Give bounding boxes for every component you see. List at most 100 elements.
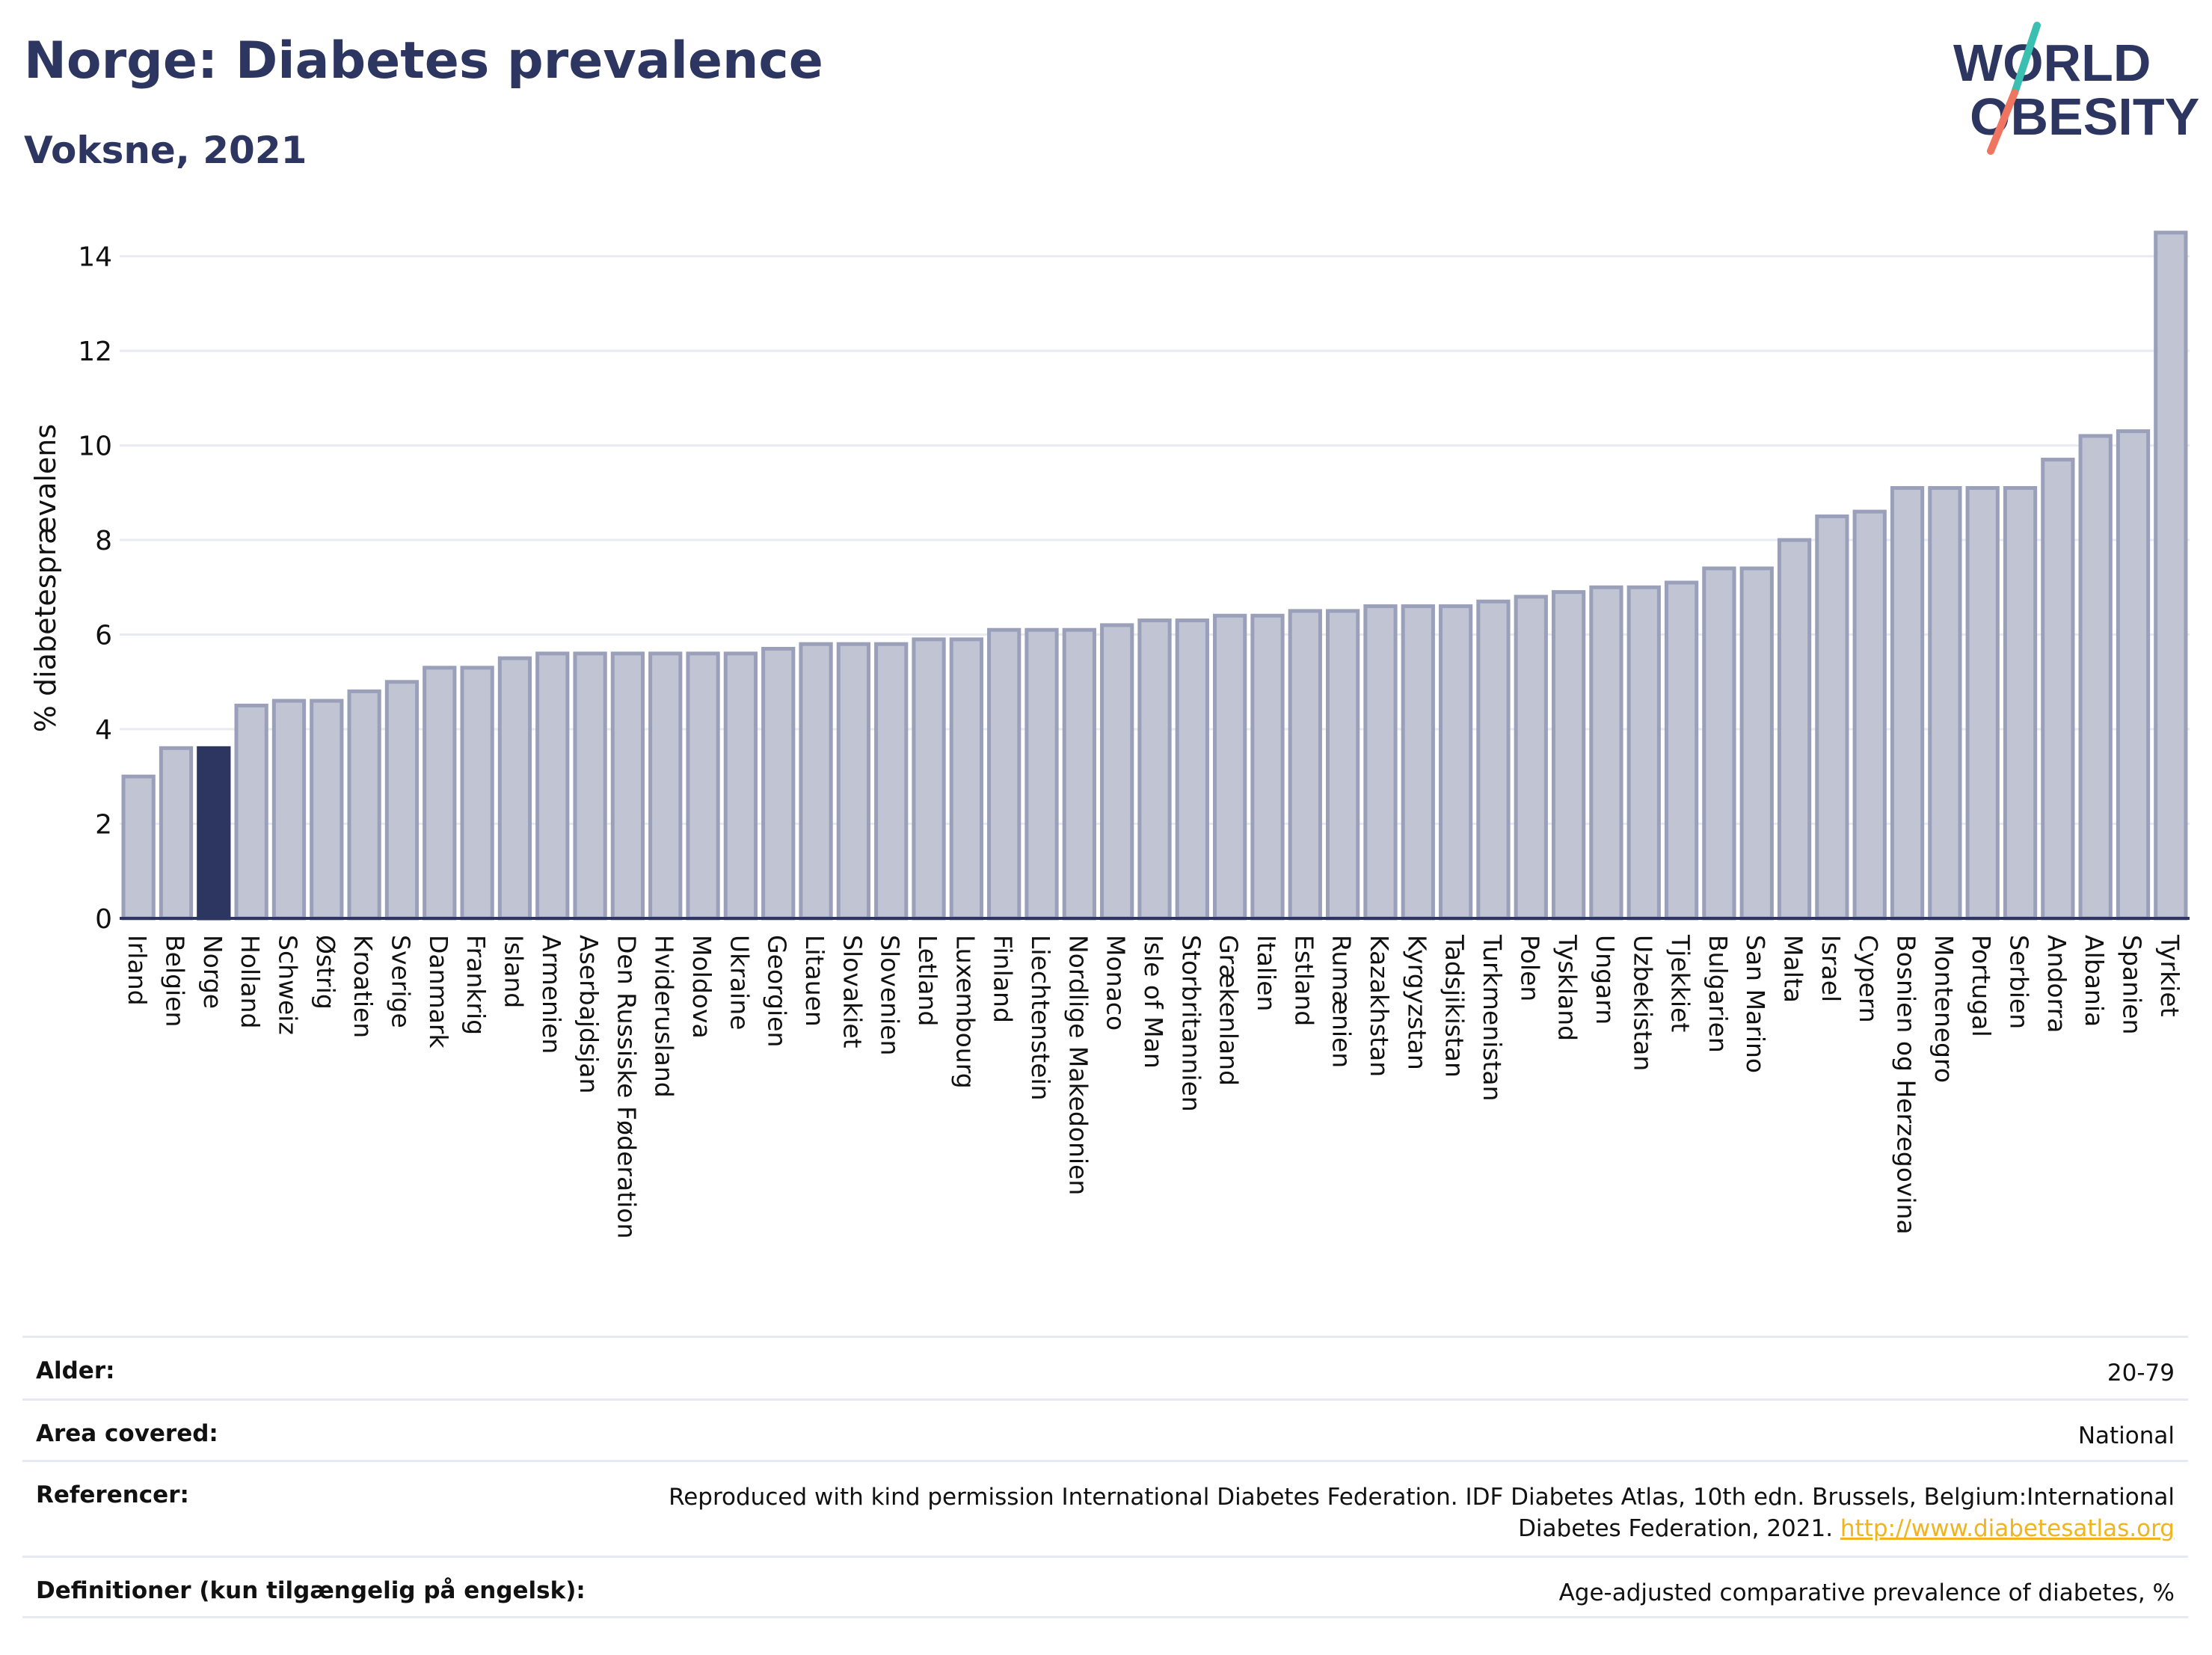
bar xyxy=(535,651,570,921)
reference-text: Reproduced with kind permission Internat… xyxy=(669,1484,2175,1542)
bar xyxy=(271,698,307,921)
x-tick-label: Tyskland xyxy=(1553,934,1582,1041)
x-tick-label: Aserbajdsjan xyxy=(574,935,603,1093)
y-tick-label: 12 xyxy=(78,337,112,367)
info-table: Alder: 20-79 Area covered: National Refe… xyxy=(22,1336,2188,1618)
x-tick-label: Serbien xyxy=(2005,935,2034,1029)
x-tick-label: Israel xyxy=(1816,935,1846,1002)
y-axis-label: % diabetesprævalens xyxy=(29,424,62,732)
bar xyxy=(1815,514,1849,921)
x-tick-label: Kazakhstan xyxy=(1365,935,1394,1077)
x-tick-label: Storbritannien xyxy=(1176,935,1205,1112)
x-tick-label: Norge xyxy=(198,935,227,1009)
x-tick-label: Armenien xyxy=(537,935,566,1054)
y-tick-label: 2 xyxy=(95,810,112,841)
world-obesity-logo: WORLD OBESITY xyxy=(1953,22,2199,155)
bar xyxy=(423,666,457,921)
x-tick-label: Turkmenistan xyxy=(1478,934,1507,1102)
x-tick-labels: Irland Belgien Norge Holland Schweiz Østrig Kr… xyxy=(123,934,2184,1238)
x-tick-label: Holland xyxy=(236,935,265,1028)
x-tick-label: Liechtenstein xyxy=(1026,935,1055,1101)
x-tick-label: Slovakiet xyxy=(838,935,867,1048)
bar xyxy=(460,666,494,921)
x-tick-label: Malta xyxy=(1779,935,1808,1003)
bar xyxy=(949,637,983,921)
bar xyxy=(1514,595,1548,921)
bar xyxy=(1175,618,1209,921)
x-tick-label: Nordlige Makedonien xyxy=(1063,935,1093,1195)
x-tick-label: Luxembourg xyxy=(950,935,980,1089)
bar xyxy=(1250,613,1285,921)
bar xyxy=(723,651,758,921)
bar xyxy=(1100,623,1134,921)
y-tick-label: 10 xyxy=(78,432,112,462)
bar-chart: 0 2 4 6 8 10 12 14 Irland Belgien Norge Holland Sch… xyxy=(29,230,2190,1238)
y-tick-label: 0 xyxy=(95,904,112,935)
x-tick-label: Georgien xyxy=(763,935,792,1047)
logo-slash-coral xyxy=(1987,89,2018,155)
bar-highlight xyxy=(197,746,231,921)
x-tick-label: Belgien xyxy=(160,935,189,1027)
bar xyxy=(1062,627,1096,921)
x-tick-label: Andorra xyxy=(2042,935,2071,1033)
bar xyxy=(1024,627,1059,921)
x-tick-label: Bulgarien xyxy=(1703,935,1733,1053)
x-tick-label: Den Russiske Føderation xyxy=(612,935,641,1238)
bar xyxy=(573,651,607,921)
bar xyxy=(310,698,344,921)
bar xyxy=(1626,585,1661,921)
x-tick-label: Polen xyxy=(1515,935,1544,1001)
y-tick-label: 14 xyxy=(78,242,112,273)
x-tick-label: Kroatien xyxy=(348,935,378,1038)
bar xyxy=(912,637,946,921)
bar xyxy=(159,746,194,921)
reference-link[interactable]: http://www.diabetesatlas.org xyxy=(1840,1515,2175,1542)
x-tick-label: Tjekkiet xyxy=(1666,934,1695,1032)
x-tick-label: Kyrgyzstan xyxy=(1402,935,1431,1070)
bar xyxy=(1739,566,1774,921)
info-label-age: Alder: xyxy=(36,1357,115,1384)
x-tick-label: San Marino xyxy=(1741,935,1770,1073)
chart-subtitle: Voksne, 2021 xyxy=(24,129,307,172)
logo-text-world: WORLD xyxy=(1953,34,2151,92)
bar xyxy=(497,656,532,921)
x-tick-label: Letland xyxy=(913,935,942,1026)
bar xyxy=(1288,609,1322,921)
bar xyxy=(121,774,156,921)
bar xyxy=(1890,485,1925,921)
info-row-references: Referencer: Reproduced with kind permiss… xyxy=(22,1460,2188,1556)
bar xyxy=(234,703,268,921)
x-tick-label: Uzbekistan xyxy=(1628,935,1657,1071)
info-label-area: Area covered: xyxy=(36,1420,218,1447)
x-tick-label: Sverige xyxy=(386,935,415,1028)
info-value-references: Reproduced with kind permission Internat… xyxy=(627,1481,2175,1544)
bar xyxy=(1702,566,1736,921)
y-tick-label: 4 xyxy=(95,715,112,746)
x-tick-label: Schweiz xyxy=(273,935,302,1035)
x-tick-label: Tyrkiet xyxy=(2155,934,2184,1017)
x-tick-label: Portugal xyxy=(1967,935,1996,1037)
info-row-age: Alder: 20-79 xyxy=(22,1336,2188,1398)
info-label-references: Referencer: xyxy=(36,1481,189,1508)
y-tick-labels: 0 2 4 6 8 10 12 14 xyxy=(78,242,112,935)
bar xyxy=(2078,434,2113,921)
bar xyxy=(836,642,871,921)
x-tick-label: Ungarn xyxy=(1591,935,1620,1025)
x-tick-label: Tadsjikistan xyxy=(1440,934,1469,1078)
x-tick-label: Spanien xyxy=(2118,935,2147,1034)
x-tick-label: Irland xyxy=(123,935,152,1006)
info-row-area: Area covered: National xyxy=(22,1398,2188,1460)
x-tick-label: Grækenland xyxy=(1214,935,1244,1086)
info-value-age: 20-79 xyxy=(2107,1360,2175,1387)
info-value-definitions: Age-adjusted comparative prevalence of d… xyxy=(1558,1579,2175,1606)
bar xyxy=(1476,599,1511,921)
x-tick-label: Danmark xyxy=(424,935,453,1048)
x-tick-label: Island xyxy=(499,935,528,1008)
x-tick-label: Østrig xyxy=(311,935,340,1010)
x-tick-label: Albania xyxy=(2080,935,2109,1027)
bar xyxy=(2154,230,2188,921)
bars xyxy=(121,230,2188,921)
x-tick-label: Rumænien xyxy=(1327,935,1357,1068)
x-tick-label: Monaco xyxy=(1102,935,1131,1031)
x-tick-label: Montenegro xyxy=(1929,935,1958,1083)
